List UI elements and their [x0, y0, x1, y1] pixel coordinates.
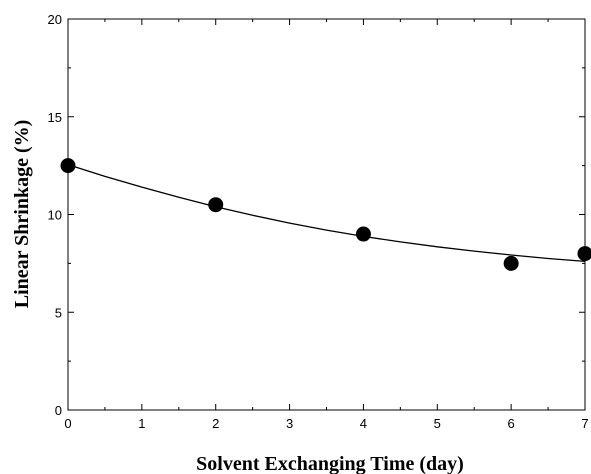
data-points — [60, 158, 591, 271]
data-point — [503, 255, 519, 271]
x-axis-title: Solvent Exchanging Time (day) — [196, 453, 464, 474]
data-point — [208, 197, 224, 213]
data-point — [60, 158, 76, 174]
y-tick-label: 15 — [48, 110, 62, 125]
tick-labels: 0 1 2 3 4 5 6 7 0 5 10 15 20 — [48, 12, 589, 431]
y-axis-title: Linear Shrinkage (%) — [11, 120, 33, 309]
x-tick-label: 0 — [64, 416, 71, 431]
data-point — [577, 246, 591, 262]
x-tick-label: 4 — [360, 416, 367, 431]
x-tick-label: 6 — [508, 416, 515, 431]
x-tick-label: 2 — [212, 416, 219, 431]
ticks — [67, 18, 586, 411]
x-tick-label: 1 — [138, 416, 145, 431]
y-tick-label: 0 — [55, 403, 62, 418]
fit-curve — [67, 163, 586, 263]
x-tick-label: 5 — [434, 416, 441, 431]
y-tick-label: 5 — [55, 305, 62, 320]
y-tick-label: 20 — [48, 12, 62, 27]
data-point — [355, 226, 371, 242]
x-tick-label: 3 — [286, 416, 293, 431]
y-tick-label: 10 — [48, 208, 62, 223]
x-tick-label: 7 — [581, 416, 588, 431]
plot-frame — [67, 18, 586, 411]
